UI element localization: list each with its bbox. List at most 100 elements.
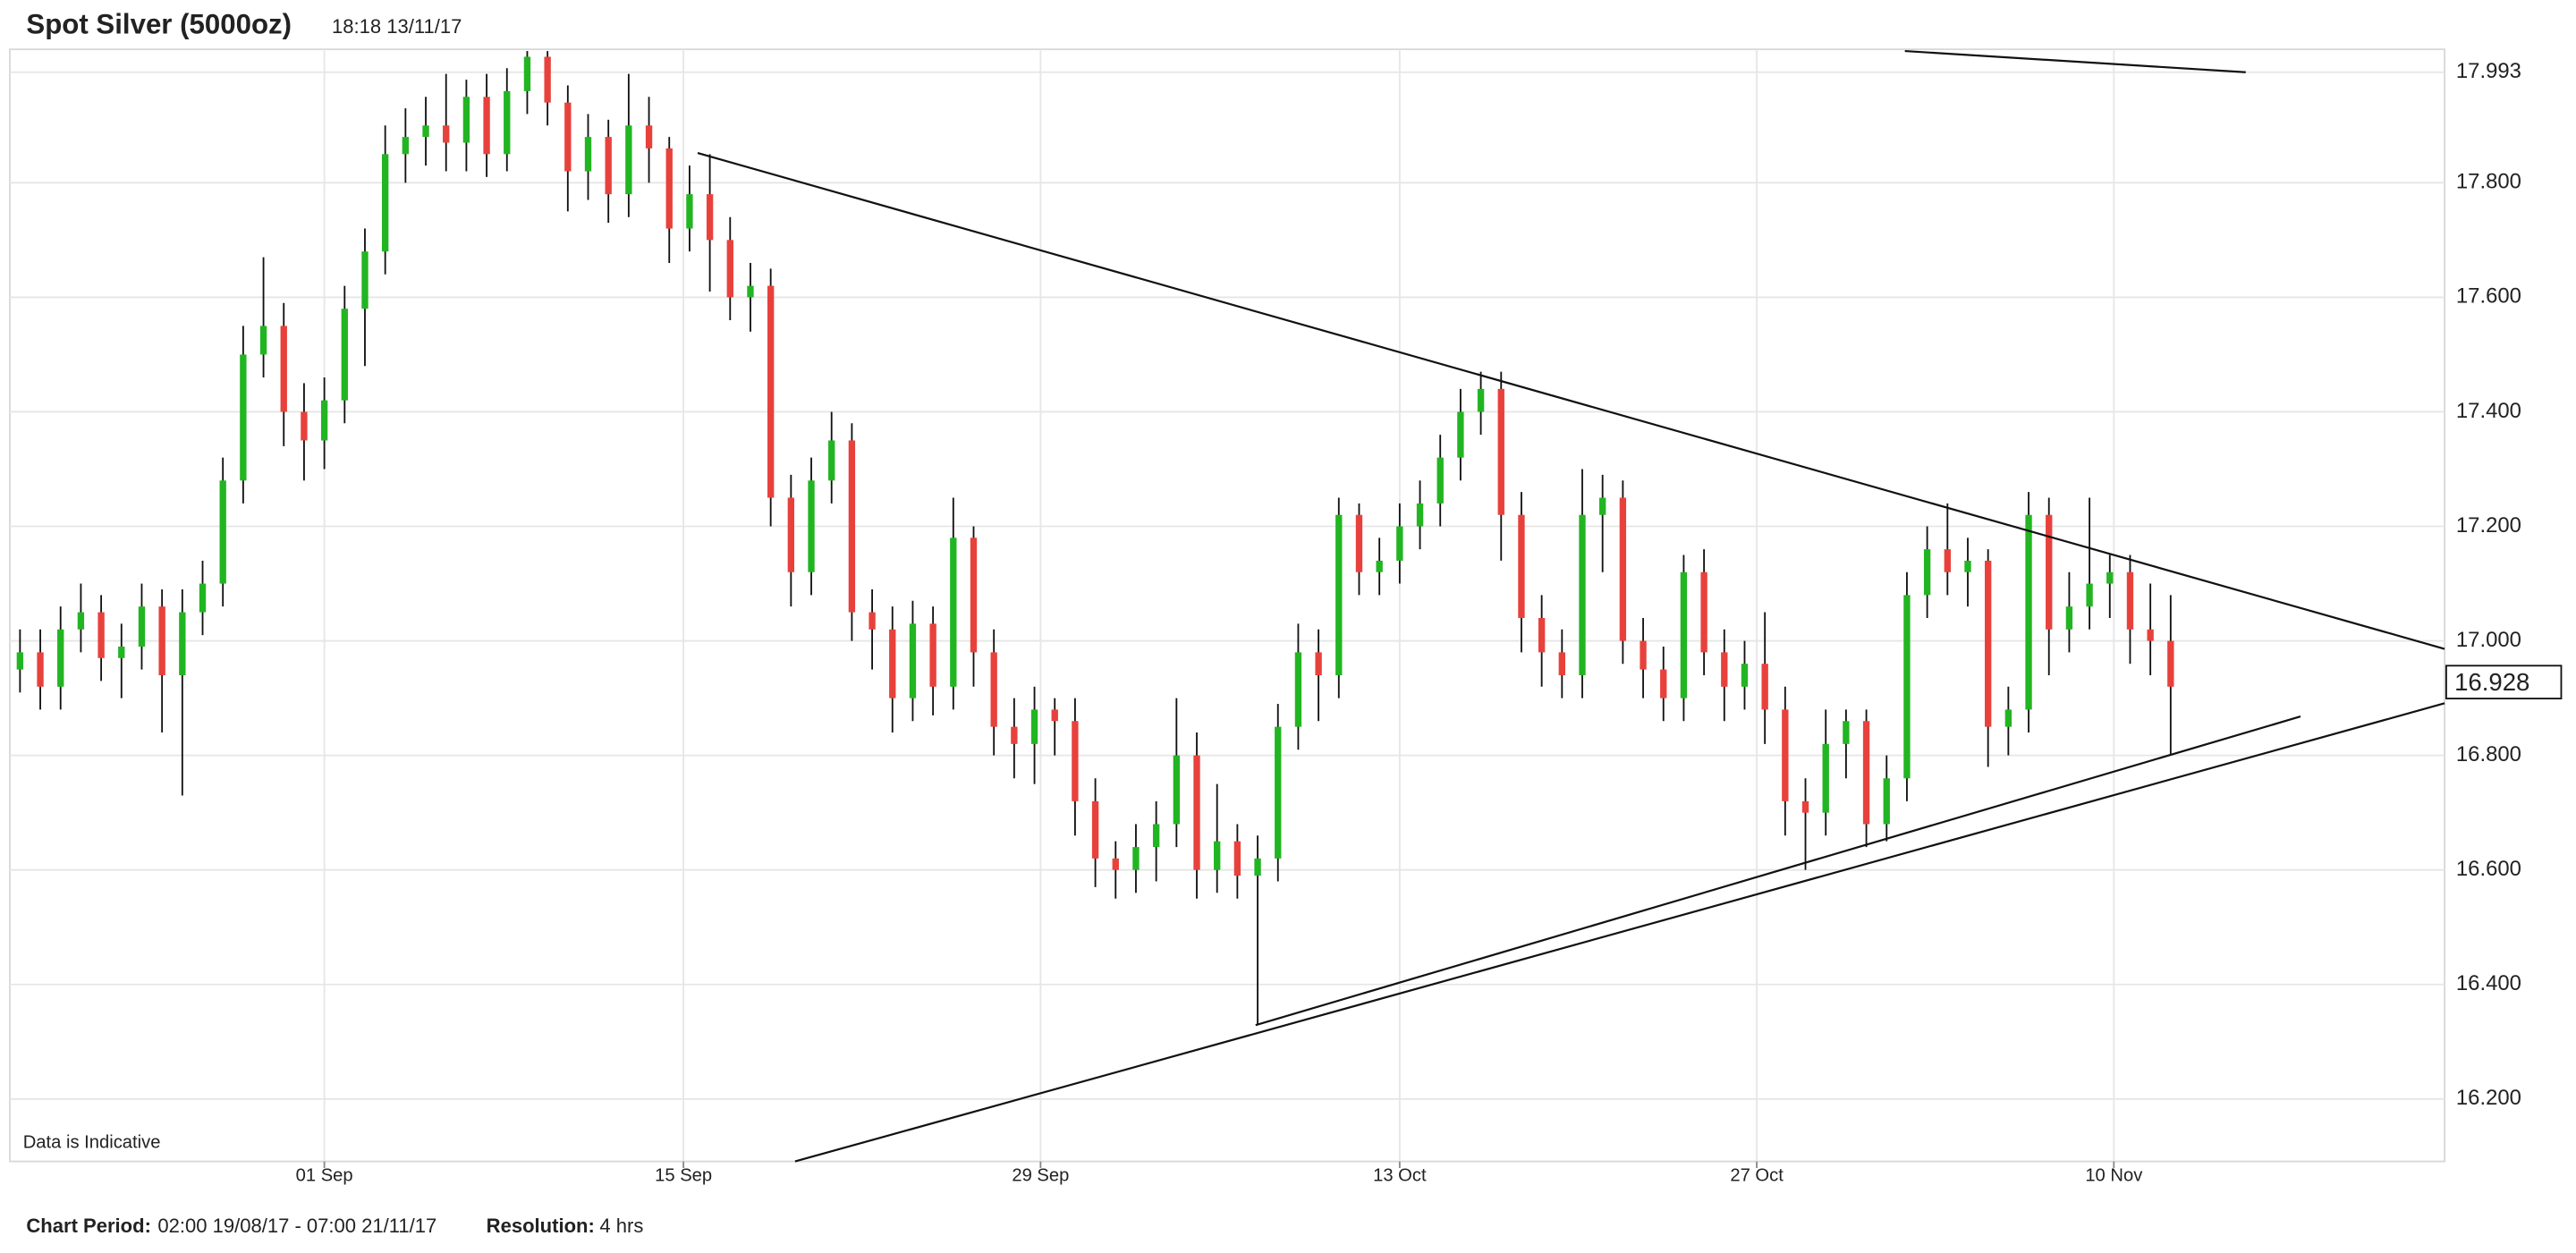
- candle-body: [584, 137, 592, 172]
- candle-body: [1254, 858, 1261, 876]
- candle-body: [909, 623, 917, 698]
- candle-body: [2065, 606, 2073, 630]
- candle-body: [199, 583, 207, 613]
- candle-body: [1152, 824, 1160, 848]
- candle-body: [1112, 858, 1119, 870]
- y-tick-label: 17.200: [2456, 513, 2521, 538]
- period: 02:00 19/08/17 - 07:00 21/11/17: [157, 1215, 436, 1237]
- candle-body: [2025, 514, 2032, 710]
- candle-body: [1233, 841, 1241, 876]
- candle-body: [402, 137, 410, 155]
- candle-body: [1436, 457, 1444, 504]
- candle-body: [1985, 560, 1992, 727]
- candle-body: [808, 480, 815, 572]
- candle-body: [2167, 640, 2174, 687]
- note: Data is Indicative: [23, 1133, 161, 1153]
- candle-body: [2086, 583, 2093, 607]
- candle-body: [483, 97, 490, 155]
- candle-body: [1214, 841, 1221, 870]
- candle-body: [301, 411, 308, 441]
- candle-body: [16, 652, 24, 670]
- candle-body: [1396, 526, 1403, 561]
- y-tick-label: 16.400: [2456, 971, 2521, 995]
- candle-body: [118, 646, 125, 658]
- resolution-label: Resolution:: [487, 1215, 595, 1237]
- candle-body: [2046, 514, 2053, 630]
- candle-body: [1091, 800, 1099, 859]
- candle-body: [1822, 743, 1829, 813]
- candle-body: [1640, 640, 1647, 670]
- candle-body: [605, 137, 612, 195]
- candle-body: [787, 497, 795, 572]
- candle-body: [1660, 669, 1667, 698]
- candle-body: [1721, 652, 1728, 687]
- x-tick-label: 13 Oct: [1373, 1165, 1427, 1185]
- candle-body: [767, 285, 775, 498]
- candle-body: [2126, 571, 2134, 630]
- candle-body: [2004, 709, 2012, 727]
- candle-body: [2106, 571, 2114, 584]
- candle-body: [138, 606, 146, 647]
- candle-body: [1173, 755, 1181, 825]
- candle-body: [361, 251, 369, 309]
- candle-body: [443, 125, 450, 143]
- candle-body: [1477, 388, 1485, 412]
- candle-body: [1376, 560, 1383, 572]
- candle-body: [645, 125, 653, 148]
- candle-body: [1294, 652, 1302, 727]
- candle-body: [158, 606, 165, 675]
- candle-body: [2147, 629, 2154, 641]
- trendline: [1255, 715, 2301, 1027]
- candle-body: [625, 125, 632, 195]
- candle-body: [1944, 549, 1951, 572]
- candle-body: [1680, 571, 1688, 698]
- candle-body: [950, 538, 957, 687]
- candle-body: [1518, 514, 1525, 618]
- candle-body: [1903, 595, 1911, 779]
- last-price-label: 16.928: [2454, 668, 2529, 696]
- candle-body: [1700, 571, 1707, 653]
- candle-body: [1355, 514, 1363, 572]
- candle-body: [422, 125, 429, 138]
- candle-body: [1741, 664, 1749, 687]
- candle-body: [1923, 549, 1931, 596]
- candle-body: [869, 612, 876, 630]
- candle-body: [320, 400, 328, 441]
- candle-body: [1132, 847, 1140, 870]
- x-tick-label: 01 Sep: [296, 1165, 353, 1185]
- candle-body: [1315, 652, 1322, 675]
- trendline: [794, 702, 2445, 1163]
- candle-body: [97, 612, 105, 658]
- candle-body: [747, 285, 754, 298]
- candle-body: [381, 154, 389, 252]
- candle-body: [1275, 726, 1282, 859]
- y-tick-label: 17.993: [2456, 59, 2521, 83]
- candle-body: [828, 440, 835, 481]
- candle-body: [544, 56, 551, 103]
- candle-body: [504, 90, 511, 155]
- candle-body: [523, 56, 531, 91]
- timestamp: 18:18 13/11/17: [332, 15, 462, 38]
- candle-body: [1335, 514, 1343, 675]
- candle-body: [1030, 709, 1038, 744]
- candle-body: [280, 326, 287, 412]
- candle-body: [179, 612, 186, 675]
- y-tick-label: 17.000: [2456, 628, 2521, 652]
- candle-body: [1782, 709, 1789, 801]
- candle-body: [57, 629, 64, 687]
- candle-body: [686, 194, 693, 229]
- candle-body: [706, 194, 714, 241]
- candle-body: [1558, 652, 1565, 675]
- x-tick-label: 27 Oct: [1730, 1165, 1784, 1185]
- candle-body: [1883, 778, 1890, 825]
- x-tick-label: 10 Nov: [2085, 1165, 2143, 1185]
- y-tick-label: 17.800: [2456, 170, 2521, 194]
- candle-body: [219, 480, 226, 584]
- candle-body: [1497, 388, 1504, 515]
- candle-body: [240, 354, 247, 481]
- chart-title: Spot Silver (5000oz): [26, 9, 292, 40]
- y-tick-label: 16.800: [2456, 742, 2521, 766]
- candle-body: [1579, 514, 1586, 675]
- candle-body: [1801, 800, 1809, 813]
- resolution: 4 hrs: [599, 1215, 643, 1237]
